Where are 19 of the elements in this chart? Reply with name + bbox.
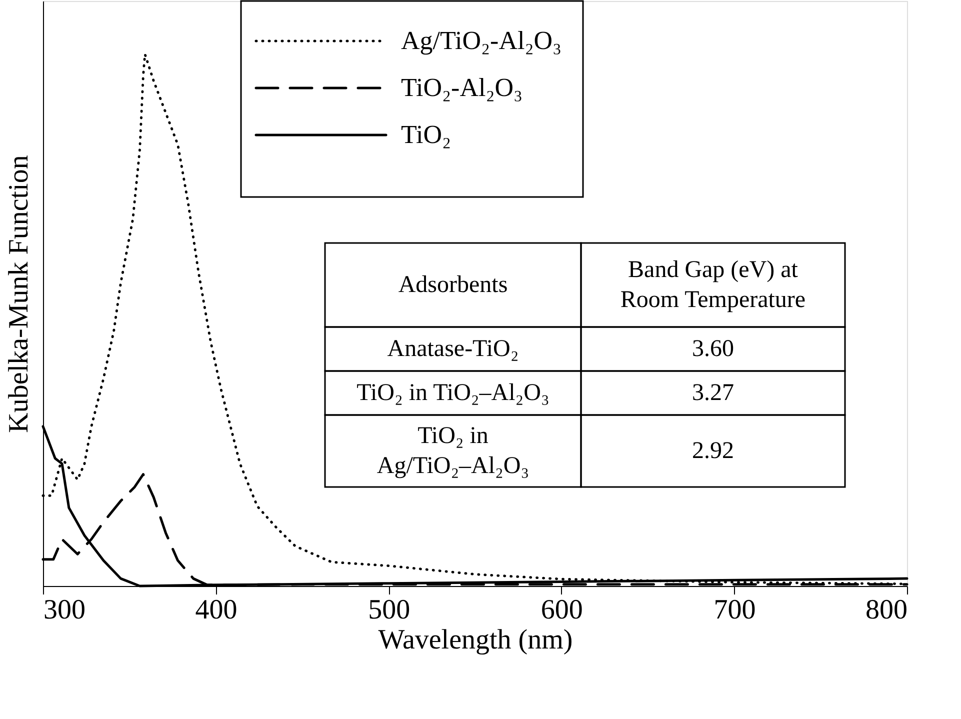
y-axis-title: Kubelka-Munk Function (4, 155, 34, 433)
annotation: 3.60 (692, 336, 734, 362)
x-tick-label: 600 (540, 594, 583, 626)
x-tick-label: 700 (714, 594, 756, 626)
annotation: 2.92 (692, 438, 734, 464)
annotation: Anatase-TiO₂ (387, 336, 519, 362)
x-tick-label: 800 (866, 594, 908, 626)
annotation: Adsorbents (398, 272, 508, 298)
annotation: TiO₂ in TiO₂–Al₂O₃ (356, 380, 550, 406)
x-tick-label: 400 (195, 594, 238, 626)
annotation: TiO₂ in Ag/TiO₂–Al₂O₃ (376, 423, 530, 479)
annotation: 3.27 (692, 380, 734, 406)
x-tick-label: 300 (44, 594, 86, 626)
legend-label: TiO₂ (401, 120, 452, 149)
annotation: Band Gap (eV) at Room Temperature (620, 257, 806, 313)
x-axis-title: Wavelength (nm) (378, 624, 573, 656)
x-tick-label: 500 (368, 594, 410, 626)
legend-label: TiO₂-Al₂O₃ (401, 73, 523, 102)
legend-label: Ag/TiO₂-Al₂O₃ (401, 26, 562, 55)
